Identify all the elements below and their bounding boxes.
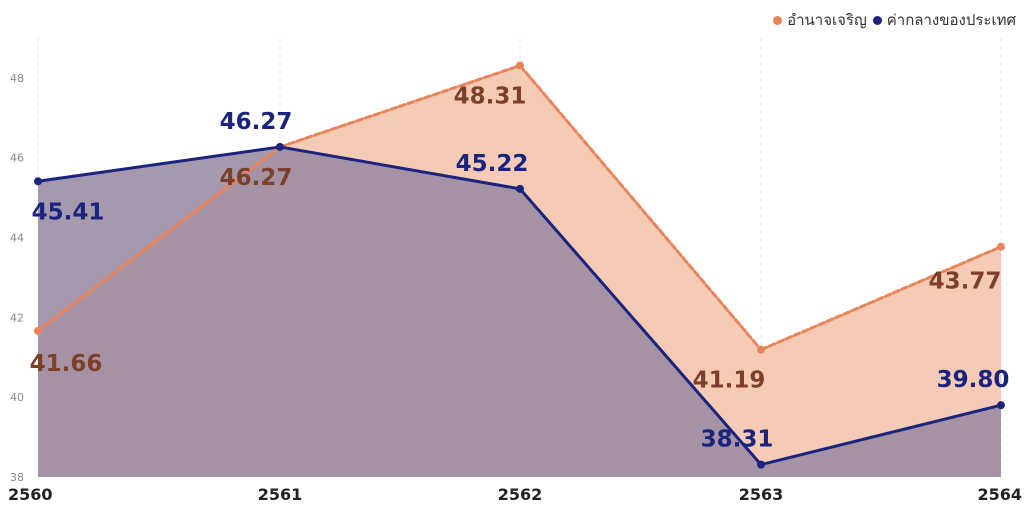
data-label-national-2563: 38.31 <box>701 427 774 453</box>
line-amnat-1 <box>278 64 522 149</box>
data-label-national-2560: 45.41 <box>32 199 105 225</box>
data-label-amnat-2562: 48.31 <box>454 84 527 110</box>
y-tick-42: 42 <box>10 311 24 324</box>
x-tick-2563: 2563 <box>739 485 784 504</box>
line-amnat-3 <box>759 245 1003 352</box>
line-national-2 <box>518 187 763 467</box>
legend: อำนาจเจริญ ค่ากลางของประเทศ <box>773 8 1016 32</box>
point-national-2560 <box>34 177 42 186</box>
point-amnat-2560 <box>34 326 42 335</box>
x-tick-2561: 2561 <box>258 485 303 504</box>
area-national <box>38 146 1001 477</box>
data-label-national-2562: 45.22 <box>456 151 529 177</box>
legend-item-national[interactable]: ค่ากลางของประเทศ <box>872 8 1016 32</box>
point-amnat-2562 <box>516 61 524 70</box>
data-label-amnat-2560: 41.66 <box>30 351 103 377</box>
data-label-national-2561: 46.27 <box>220 109 293 135</box>
line-national-0 <box>36 145 282 183</box>
data-label-amnat-2564: 43.77 <box>929 269 1002 295</box>
y-tick-38: 38 <box>10 471 24 484</box>
data-label-amnat-2561: 46.27 <box>220 165 293 191</box>
x-tick-2564: 2564 <box>977 485 1022 504</box>
legend-label-amnat: อำนาจเจริญ <box>787 11 867 29</box>
line-amnat-2 <box>518 64 763 352</box>
y-tick-40: 40 <box>10 391 24 404</box>
x-tick-2562: 2562 <box>498 485 543 504</box>
point-national-2562 <box>516 184 524 193</box>
line-national-3 <box>759 403 1003 467</box>
legend-label-national: ค่ากลางของประเทศ <box>886 11 1016 29</box>
data-label-amnat-2563: 41.19 <box>693 368 766 394</box>
y-tick-44: 44 <box>10 232 24 245</box>
y-tick-46: 46 <box>10 152 24 165</box>
point-amnat-2563 <box>757 345 765 354</box>
data-label-national-2564: 39.80 <box>937 367 1010 393</box>
x-tick-2560: 2560 <box>8 485 53 504</box>
point-national-2563 <box>757 460 765 469</box>
point-national-2561 <box>276 142 284 151</box>
point-amnat-2564 <box>997 242 1005 251</box>
legend-dot-amnat <box>773 15 783 25</box>
line-amnat-0 <box>36 145 282 333</box>
legend-dot-national <box>872 15 882 25</box>
line-national-1 <box>278 145 522 191</box>
legend-item-amnat[interactable]: อำนาจเจริญ <box>773 8 867 32</box>
point-national-2564 <box>997 401 1005 410</box>
y-tick-48: 48 <box>10 72 24 85</box>
